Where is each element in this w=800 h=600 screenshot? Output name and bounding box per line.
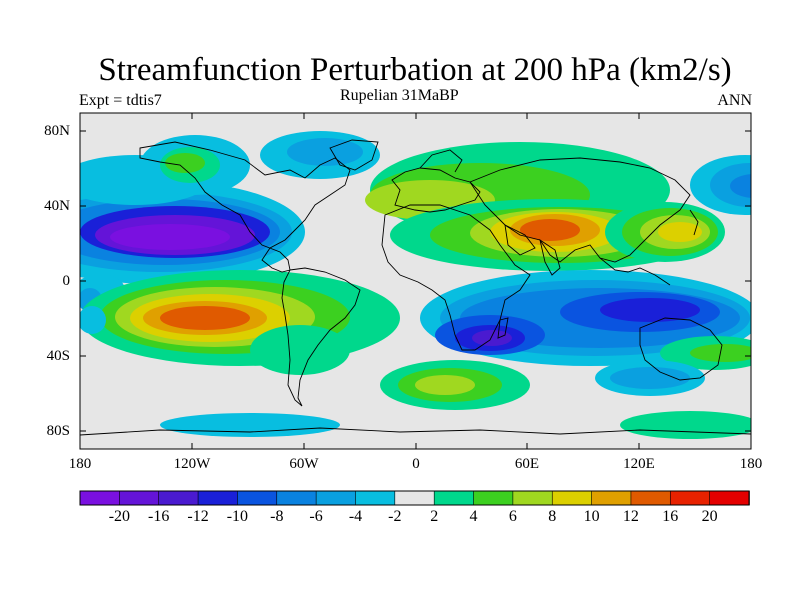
lon-label-120e: 120E [623, 456, 655, 472]
colorbar-swatch [473, 490, 514, 506]
coast-antarctica [80, 427, 751, 436]
coast-north-america [139, 141, 351, 273]
contour-sio [600, 298, 700, 322]
coast-se-asia [599, 257, 671, 286]
lat-label-0: 0 [62, 273, 71, 289]
colorbar-frame [79, 490, 750, 506]
colorbar-swatch [551, 490, 593, 506]
colorbar-swatch [591, 490, 632, 506]
lat-tick-marks [80, 130, 751, 432]
coast-australia [639, 317, 723, 381]
coast-scandinavia [419, 149, 463, 173]
colorbar-label: -10 [226, 508, 249, 525]
contour-canada [287, 138, 363, 166]
colorbar-label: 8 [548, 508, 557, 525]
coast-asia [469, 157, 691, 263]
contour-sind [620, 411, 751, 439]
colorbar-label: -20 [108, 508, 131, 525]
lat-label-40s: 40S [46, 348, 70, 364]
colorbar-label: -2 [388, 508, 402, 525]
contour-so [80, 306, 106, 334]
colorbar-swatch [394, 490, 435, 506]
lat-label-40n: 40N [44, 198, 70, 214]
colorbar-swatch [355, 490, 396, 506]
colorbar-swatch [669, 490, 711, 506]
contour-satl [415, 375, 475, 395]
colorbar-swatch [315, 490, 357, 506]
contour-sind [690, 344, 751, 362]
coast-greenland [329, 139, 379, 171]
colorbar [79, 490, 750, 506]
lon-label-180w: 180 [68, 456, 92, 472]
contour-sio [472, 330, 512, 346]
colorbar-label: 6 [508, 508, 517, 525]
colorbar-label: -8 [270, 508, 284, 525]
colorbar-swatch [197, 490, 239, 506]
colorbar-label: 16 [662, 508, 679, 525]
experiment-label: Expt = tdtis7 [79, 92, 162, 109]
coast-india [539, 239, 561, 276]
colorbar-label: 12 [622, 508, 639, 525]
contour-nepac [730, 174, 751, 198]
colorbar-swatch [512, 490, 554, 506]
colorbar-swatch [79, 490, 121, 506]
colorbar-swatch [119, 490, 160, 506]
lon-label-180e: 180 [739, 456, 763, 472]
lon-tick-marks [191, 113, 640, 449]
colorbar-label: -16 [148, 508, 170, 525]
period-label: Rupelian 31MaBP [340, 87, 459, 104]
coast-madagascar [497, 317, 509, 339]
lon-label-60w: 60W [289, 456, 319, 472]
contour-easia [658, 222, 702, 242]
coast-africa [381, 204, 531, 351]
coastlines [80, 139, 751, 436]
contour-so [160, 413, 340, 437]
colorbar-label: 2 [430, 508, 439, 525]
colorbar-swatch [433, 490, 475, 506]
colorbar-swatch [276, 490, 317, 506]
contour-so [610, 367, 690, 389]
colorbar-swatch [630, 490, 672, 506]
contour-arctic [165, 153, 205, 173]
contour-npac [110, 224, 230, 250]
colorbar-swatch [158, 490, 199, 506]
coast-south-america [281, 267, 361, 407]
season-label: ANN [717, 92, 752, 109]
colorbar-label: -12 [187, 508, 209, 525]
lat-label-80n: 80N [44, 123, 70, 139]
chart-title: Streamfunction Perturbation at 200 hPa (… [98, 52, 732, 88]
contour-eurasia [520, 219, 580, 241]
lon-label-60e: 60E [514, 456, 540, 472]
colorbar-label: 20 [701, 508, 718, 525]
lon-label-120w: 120W [173, 456, 211, 472]
coast-arabia [504, 224, 536, 256]
colorbar-label: 4 [469, 508, 478, 525]
lon-label-0: 0 [412, 456, 420, 472]
coast-japan [689, 209, 699, 236]
contour-spac [160, 306, 250, 330]
colorbar-swatch [237, 490, 278, 506]
colorbar-swatch [709, 490, 750, 506]
colorbar-label: -6 [309, 508, 323, 525]
colorbar-label: 10 [583, 508, 600, 525]
lat-label-80s: 80S [46, 423, 70, 439]
contour-spac [250, 325, 350, 375]
contour-field [80, 131, 751, 439]
colorbar-label: -4 [348, 508, 363, 525]
